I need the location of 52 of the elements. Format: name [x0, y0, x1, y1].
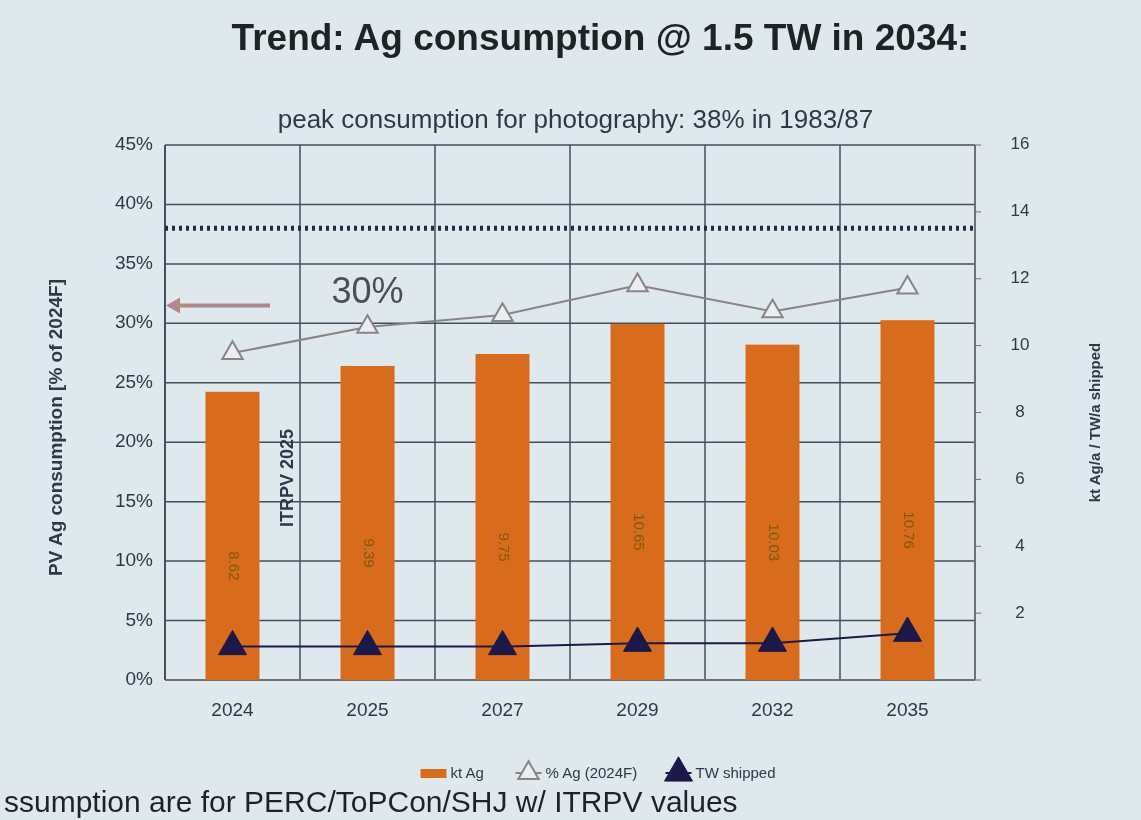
- data-label: 10.03: [765, 523, 783, 562]
- bar: [205, 391, 260, 680]
- y-tick-label: 20%: [114, 430, 154, 452]
- annotation: ITRPV 2025: [276, 428, 297, 527]
- y2-tick-label: 6: [1015, 468, 1025, 488]
- chart-subtitle: peak consumption for photography: 38% in 1983/87: [277, 104, 874, 134]
- y-tick-label: 30%: [114, 311, 154, 333]
- y2-tick-label: 10: [1010, 335, 1030, 355]
- y-tick-label: 45%: [114, 133, 154, 155]
- y2-axis-title: kt Ag/a / TW/a shipped: [1086, 342, 1103, 503]
- point: [896, 274, 919, 295]
- legend-label: TW shipped: [695, 764, 776, 781]
- y2-tick-label: 16: [1010, 134, 1030, 154]
- y-axis-title: PV Ag consumption [% of 2024F]: [45, 279, 66, 576]
- bar: [475, 353, 530, 680]
- y-tick-label: 10%: [114, 549, 154, 571]
- data-label: 10.65: [630, 513, 648, 551]
- data-label: 9.75: [495, 532, 513, 562]
- y-tick-label: 0%: [125, 668, 154, 690]
- y2-tick-label: 8: [1015, 401, 1025, 421]
- point: [491, 302, 514, 322]
- x-tick-label: 2035: [886, 699, 929, 720]
- text: ssumption are for PERC/ToPCon/SHJ w/ ITRPV values: [4, 785, 738, 818]
- x-tick-label: 2025: [346, 699, 389, 720]
- legend-label: % Ag (2024F): [545, 764, 638, 781]
- data-label: 9.39: [360, 538, 378, 568]
- y-tick-label: 5%: [125, 608, 154, 630]
- x-tick-label: 2024: [211, 699, 255, 720]
- y2-tick-label: 2: [1015, 602, 1025, 622]
- x-tick-label: 2027: [481, 699, 524, 720]
- y-tick-label: 35%: [114, 251, 154, 273]
- legend-label: kt Ag: [450, 764, 484, 781]
- y-tick-label: 25%: [114, 370, 154, 392]
- data-label: 10.76: [900, 511, 918, 549]
- y-tick-label: 15%: [114, 489, 154, 511]
- point: [761, 298, 784, 319]
- data-label: 8.62: [225, 551, 243, 581]
- bar: [610, 323, 665, 680]
- y2-tick-label: 12: [1010, 268, 1030, 288]
- annotation: 30%: [331, 270, 404, 312]
- point: [626, 272, 649, 293]
- x-tick-label: 2029: [616, 699, 659, 720]
- point: [356, 314, 379, 334]
- y-tick-label: 40%: [114, 192, 154, 214]
- y2-tick-label: 14: [1010, 201, 1030, 221]
- bar: [340, 366, 395, 680]
- point: [221, 340, 244, 360]
- bar: [880, 320, 935, 680]
- chart-title: Trend: Ag consumption @ 1.5 TW in 2034:: [231, 17, 970, 58]
- y2-tick-label: 4: [1015, 535, 1025, 555]
- x-tick-label: 2032: [751, 699, 794, 720]
- bar: [745, 344, 800, 680]
